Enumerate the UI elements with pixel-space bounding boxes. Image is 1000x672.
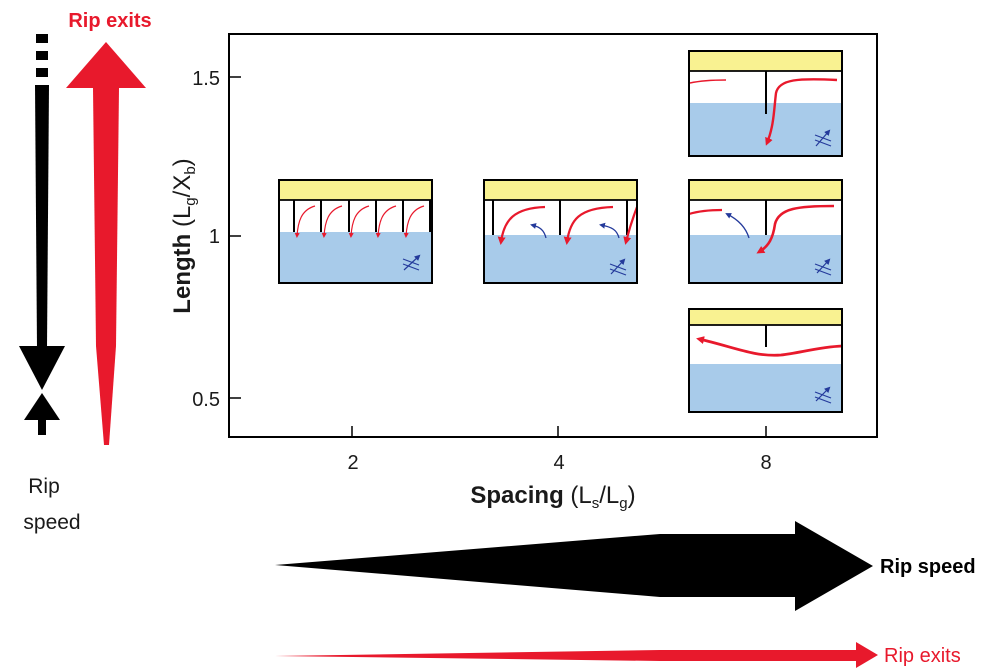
- arrow-head-up: [24, 393, 60, 420]
- wave-direction-symbol: [402, 254, 421, 271]
- rip-currents: [497, 205, 639, 245]
- wave-direction-symbol: [814, 386, 832, 404]
- rip-currents: [688, 204, 835, 254]
- y-tick-label: 1.5: [192, 68, 220, 90]
- panel-frame: [688, 50, 843, 157]
- y-axis-ticks: 1.5 1 0.5: [192, 68, 241, 411]
- water-zone: [279, 232, 432, 283]
- x-tick-label: 8: [760, 452, 771, 474]
- rip-speed-side-label-line1: Rip: [28, 475, 60, 498]
- arrow-head-up: [66, 42, 146, 88]
- rip-exits-bottom-label: Rip exits: [884, 645, 961, 667]
- beach-strip: [278, 179, 433, 201]
- dash-segment: [36, 51, 48, 60]
- rip-speed-vertical-arrow: [19, 34, 65, 435]
- rip-currents: [294, 205, 425, 238]
- beach-strip: [688, 308, 843, 326]
- beach-strip: [688, 179, 843, 201]
- rip-speed-bottom-label: Rip speed: [880, 556, 976, 578]
- rip-exits-horizontal-arrow: [275, 642, 878, 668]
- rip-speed-side-label-line2: speed: [23, 511, 80, 534]
- beach-strip: [483, 179, 638, 201]
- panel-spacing-2-length-1: [278, 179, 433, 284]
- y-tick-label: 1: [209, 226, 220, 248]
- wave-direction-symbol: [814, 258, 832, 276]
- feeder-current: [725, 213, 750, 239]
- dash-segment: [36, 34, 48, 43]
- water-zone: [484, 235, 637, 283]
- rip-currents: [689, 78, 838, 146]
- y-tick-label: 0.5: [192, 389, 220, 411]
- panel-frame: [688, 179, 843, 284]
- panel-spacing-8-length-0-5: [688, 308, 843, 413]
- arrow-stub: [38, 419, 46, 435]
- x-tick-label: 4: [553, 452, 564, 474]
- arrow-tail: [96, 346, 116, 445]
- groins: [293, 200, 431, 232]
- panel-spacing-4-length-1: [483, 179, 639, 284]
- water-zone: [689, 364, 842, 412]
- panel-frame: [278, 179, 433, 284]
- rip-exits-top-label: Rip exits: [68, 10, 151, 32]
- wave-direction-symbol: [609, 258, 627, 276]
- arrow-shaft-down: [35, 85, 49, 348]
- wave-direction-symbol: [814, 129, 832, 147]
- beach-strip: [688, 50, 843, 72]
- rip-exits-vertical-arrow: [66, 42, 146, 445]
- panel-spacing-8-length-1-5: [688, 50, 843, 157]
- rip-current: [696, 336, 843, 357]
- panel-frame: [688, 308, 843, 413]
- dash-segment: [36, 68, 48, 77]
- x-axis-title: Spacing (Ls/Lg): [470, 482, 635, 512]
- groins: [492, 200, 628, 235]
- feeder-currents: [530, 222, 620, 239]
- arrow-head-down: [19, 346, 65, 390]
- water-zone: [689, 235, 842, 283]
- x-tick-label: 2: [347, 452, 358, 474]
- panel-spacing-8-length-1: [688, 179, 843, 284]
- rip-speed-horizontal-arrow: [275, 521, 873, 611]
- y-axis-title: Length (Lg/Xb): [169, 158, 199, 313]
- x-axis-ticks: 2 4 8: [347, 426, 772, 474]
- panel-frame: [483, 179, 638, 284]
- arrow-shaft: [93, 88, 119, 346]
